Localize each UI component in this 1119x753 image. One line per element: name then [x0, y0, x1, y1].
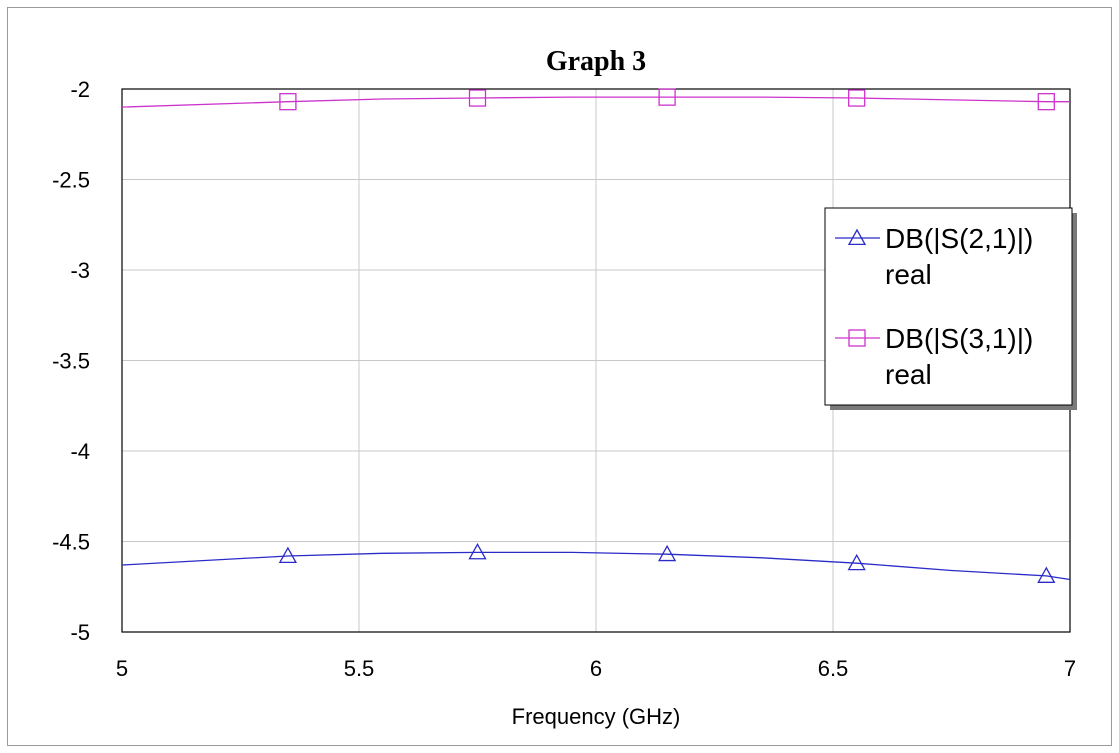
legend-marker: [847, 228, 867, 246]
series-line: [121, 96, 1070, 108]
legend: DB(|S(2,1)|) real DB(|S(3,1)|) real: [824, 207, 1077, 410]
data-point-marker: [1037, 566, 1056, 583]
graph-window: Graph 3 5 5.5 6 6.5 7 -2 -2.5 -3 -3.5 -4 -4.5 -5 Fr…: [7, 7, 1112, 746]
legend-box: [824, 207, 1073, 406]
x-axis-label: Frequency (GHz): [512, 704, 681, 729]
legend-marker: [848, 329, 866, 347]
legend-series-name: DB(|S(2,1)|): [885, 223, 1033, 254]
legend-entry-1: DB(|S(2,1)|) real: [835, 223, 1033, 290]
data-point-marker: [847, 553, 866, 571]
data-point-marker: [848, 89, 866, 107]
x-tick-label: 6.5: [818, 656, 849, 681]
series-line: [121, 551, 1071, 581]
series-2: [121, 88, 1070, 111]
x-tick-label: 7: [1064, 656, 1076, 681]
data-point-marker: [657, 544, 677, 562]
x-tick-label: 5: [116, 656, 128, 681]
legend-series-sublabel: real: [885, 259, 932, 290]
data-point-marker: [279, 93, 297, 111]
data-point-marker: [468, 89, 487, 107]
y-tick-label: -2.5: [52, 168, 90, 193]
chart: Graph 3 5 5.5 6 6.5 7 -2 -2.5 -3 -3.5 -4 -4.5 -5 Fr…: [52, 46, 1077, 729]
data-point-marker: [1037, 93, 1055, 111]
legend-entry-2: DB(|S(3,1)|) real: [835, 323, 1033, 390]
y-tick-label: -5: [70, 620, 90, 645]
y-tick-label: -4: [70, 439, 90, 464]
y-tick-label: -2: [70, 77, 90, 102]
series-layer: [121, 88, 1071, 583]
data-point-marker: [658, 88, 676, 106]
legend-series-name: DB(|S(3,1)|): [885, 323, 1033, 354]
tick-labels: 5 5.5 6 6.5 7 -2 -2.5 -3 -3.5 -4 -4.5 -5: [52, 77, 1076, 681]
legend-series-sublabel: real: [885, 359, 932, 390]
data-point-marker: [468, 543, 487, 560]
y-tick-label: -3.5: [52, 349, 90, 374]
data-point-marker: [278, 546, 298, 564]
x-tick-label: 6: [590, 656, 602, 681]
chart-title: Graph 3: [546, 46, 646, 77]
series-1: [121, 543, 1071, 583]
y-tick-label: -4.5: [52, 530, 90, 555]
y-tick-label: -3: [70, 258, 90, 283]
x-tick-label: 5.5: [344, 656, 375, 681]
